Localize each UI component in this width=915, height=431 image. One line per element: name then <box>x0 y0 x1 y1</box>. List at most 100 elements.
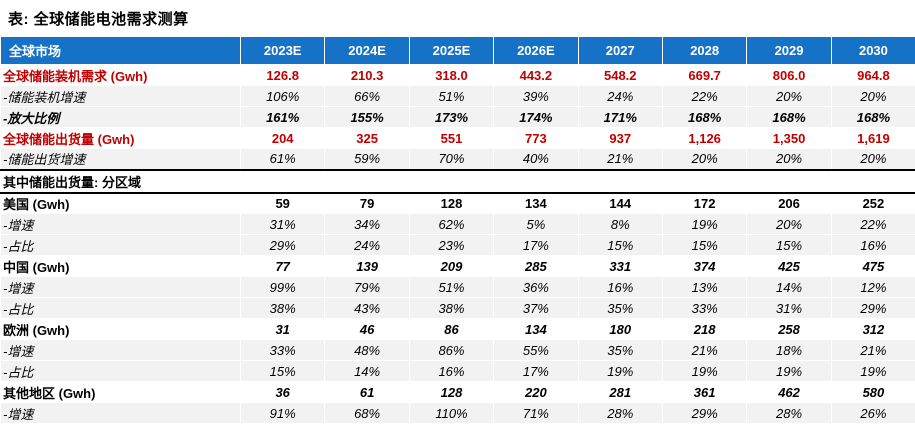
value-cell: 86% <box>408 339 495 361</box>
value-cell: 22% <box>830 213 915 235</box>
value-cell: 16% <box>577 276 663 298</box>
row-label-cell: 全球储能装机需求 (Gwh) <box>0 64 241 86</box>
value-cell: 37% <box>493 297 579 319</box>
table-body: 全球储能装机需求 (Gwh) 126.8 210.3 318.0 443.2 548.2 6… <box>0 64 915 424</box>
value-cell: 210.3 <box>324 64 410 86</box>
value-cell: 21% <box>577 148 663 170</box>
value-cell: 551 <box>408 127 495 149</box>
value-cell: 475 <box>830 255 915 277</box>
table-row: -放大比例 161% 155% 173% 174% 171% 168% 168% 168% <box>0 106 915 128</box>
value-cell: 206 <box>746 192 832 214</box>
value-cell: 134 <box>493 192 579 214</box>
year-column-header: 2023E <box>239 36 326 65</box>
table-row: -增速 33% 48% 86% 55% 35% 21% 18% 21% <box>0 339 915 361</box>
value-cell: 425 <box>746 255 832 277</box>
value-cell: 128 <box>408 192 495 214</box>
value-cell: 19% <box>830 360 915 382</box>
value-cell: 20% <box>746 213 832 235</box>
value-cell: 285 <box>493 255 579 277</box>
value-cell: 33% <box>661 297 748 319</box>
value-cell: 1,126 <box>661 127 748 149</box>
value-cell: 15% <box>239 360 326 382</box>
value-cell: 312 <box>830 318 915 340</box>
value-cell: 31 <box>239 318 326 340</box>
value-cell: 29% <box>830 297 915 319</box>
value-cell: 19% <box>746 360 832 382</box>
table-row: -储能出货增速 61% 59% 70% 40% 21% 20% 20% 20% <box>0 148 915 170</box>
value-cell: 34% <box>324 213 410 235</box>
table-row: 全球储能出货量 (Gwh) 204 325 551 773 937 1,126 1,350 1,… <box>0 127 915 149</box>
value-cell: 59 <box>239 192 326 214</box>
value-cell: 38% <box>239 297 326 319</box>
value-cell: 318.0 <box>408 64 495 86</box>
value-cell: 51% <box>408 276 495 298</box>
year-column-header: 2030 <box>830 36 915 65</box>
value-cell: 86 <box>408 318 495 340</box>
value-cell: 31% <box>239 213 326 235</box>
value-cell: 29% <box>239 234 326 256</box>
value-cell: 59% <box>324 148 410 170</box>
value-cell: 168% <box>746 106 832 128</box>
value-cell: 669.7 <box>661 64 748 86</box>
value-cell: 161% <box>239 106 326 128</box>
value-cell: 99% <box>239 276 326 298</box>
row-label-cell: -占比 <box>0 234 241 256</box>
value-cell: 139 <box>324 255 410 277</box>
value-cell: 40% <box>493 148 579 170</box>
value-cell: 28% <box>746 402 832 424</box>
value-cell: 24% <box>577 85 663 107</box>
value-cell: 61% <box>239 148 326 170</box>
value-cell: 79 <box>324 192 410 214</box>
year-column-header: 2027 <box>577 36 663 65</box>
value-cell: 19% <box>661 213 748 235</box>
value-cell: 51% <box>408 85 495 107</box>
value-cell: 68% <box>324 402 410 424</box>
value-cell: 13% <box>661 276 748 298</box>
value-cell: 33% <box>239 339 326 361</box>
value-cell: 79% <box>324 276 410 298</box>
value-cell: 20% <box>746 148 832 170</box>
value-cell: 1,350 <box>746 127 832 149</box>
value-cell: 14% <box>746 276 832 298</box>
row-label-cell: 欧洲 (Gwh) <box>0 318 241 340</box>
row-label-cell: -储能装机增速 <box>0 85 241 107</box>
market-column-header: 全球市场 <box>0 36 241 65</box>
year-column-header: 2028 <box>661 36 748 65</box>
value-cell: 18% <box>746 339 832 361</box>
year-column-header: 2029 <box>746 36 832 65</box>
value-cell: 155% <box>324 106 410 128</box>
table-row: 中国 (Gwh) 77 139 209 285 331 374 425 475 <box>0 255 915 277</box>
row-label-cell: -占比 <box>0 297 241 319</box>
value-cell: 39% <box>493 85 579 107</box>
value-cell: 106% <box>239 85 326 107</box>
value-cell: 46 <box>324 318 410 340</box>
value-cell: 20% <box>830 148 915 170</box>
value-cell: 31% <box>746 297 832 319</box>
value-cell: 19% <box>661 360 748 382</box>
table-row: -增速 31% 34% 62% 5% 8% 19% 20% 22% <box>0 213 915 235</box>
value-cell: 443.2 <box>493 64 579 86</box>
value-cell: 70% <box>408 148 495 170</box>
value-cell: 110% <box>408 402 495 424</box>
table-row: -储能装机增速 106% 66% 51% 39% 24% 22% 20% 20% <box>0 85 915 107</box>
value-cell: 17% <box>493 234 579 256</box>
table-header: 全球市场 2023E 2024E 2025E 2026E 2027 2028 2029 2030 <box>0 36 915 65</box>
value-cell: 24% <box>324 234 410 256</box>
row-label-cell: -储能出货增速 <box>0 148 241 170</box>
value-cell: 38% <box>408 297 495 319</box>
value-cell: 26% <box>830 402 915 424</box>
value-cell: 17% <box>493 360 579 382</box>
table-row: 全球储能装机需求 (Gwh) 126.8 210.3 318.0 443.2 548.2 6… <box>0 64 915 86</box>
value-cell: 964.8 <box>830 64 915 86</box>
value-cell: 28% <box>577 402 663 424</box>
row-label-cell: -增速 <box>0 213 241 235</box>
value-cell: 220 <box>493 381 579 403</box>
section-header-cell: 其中储能出货量: 分区域 <box>0 168 915 194</box>
row-label-cell: -占比 <box>0 360 241 382</box>
value-cell: 325 <box>324 127 410 149</box>
value-cell: 126.8 <box>239 64 326 86</box>
value-cell: 174% <box>493 106 579 128</box>
header-row: 全球市场 2023E 2024E 2025E 2026E 2027 2028 2029 2030 <box>0 36 915 65</box>
value-cell: 36% <box>493 276 579 298</box>
